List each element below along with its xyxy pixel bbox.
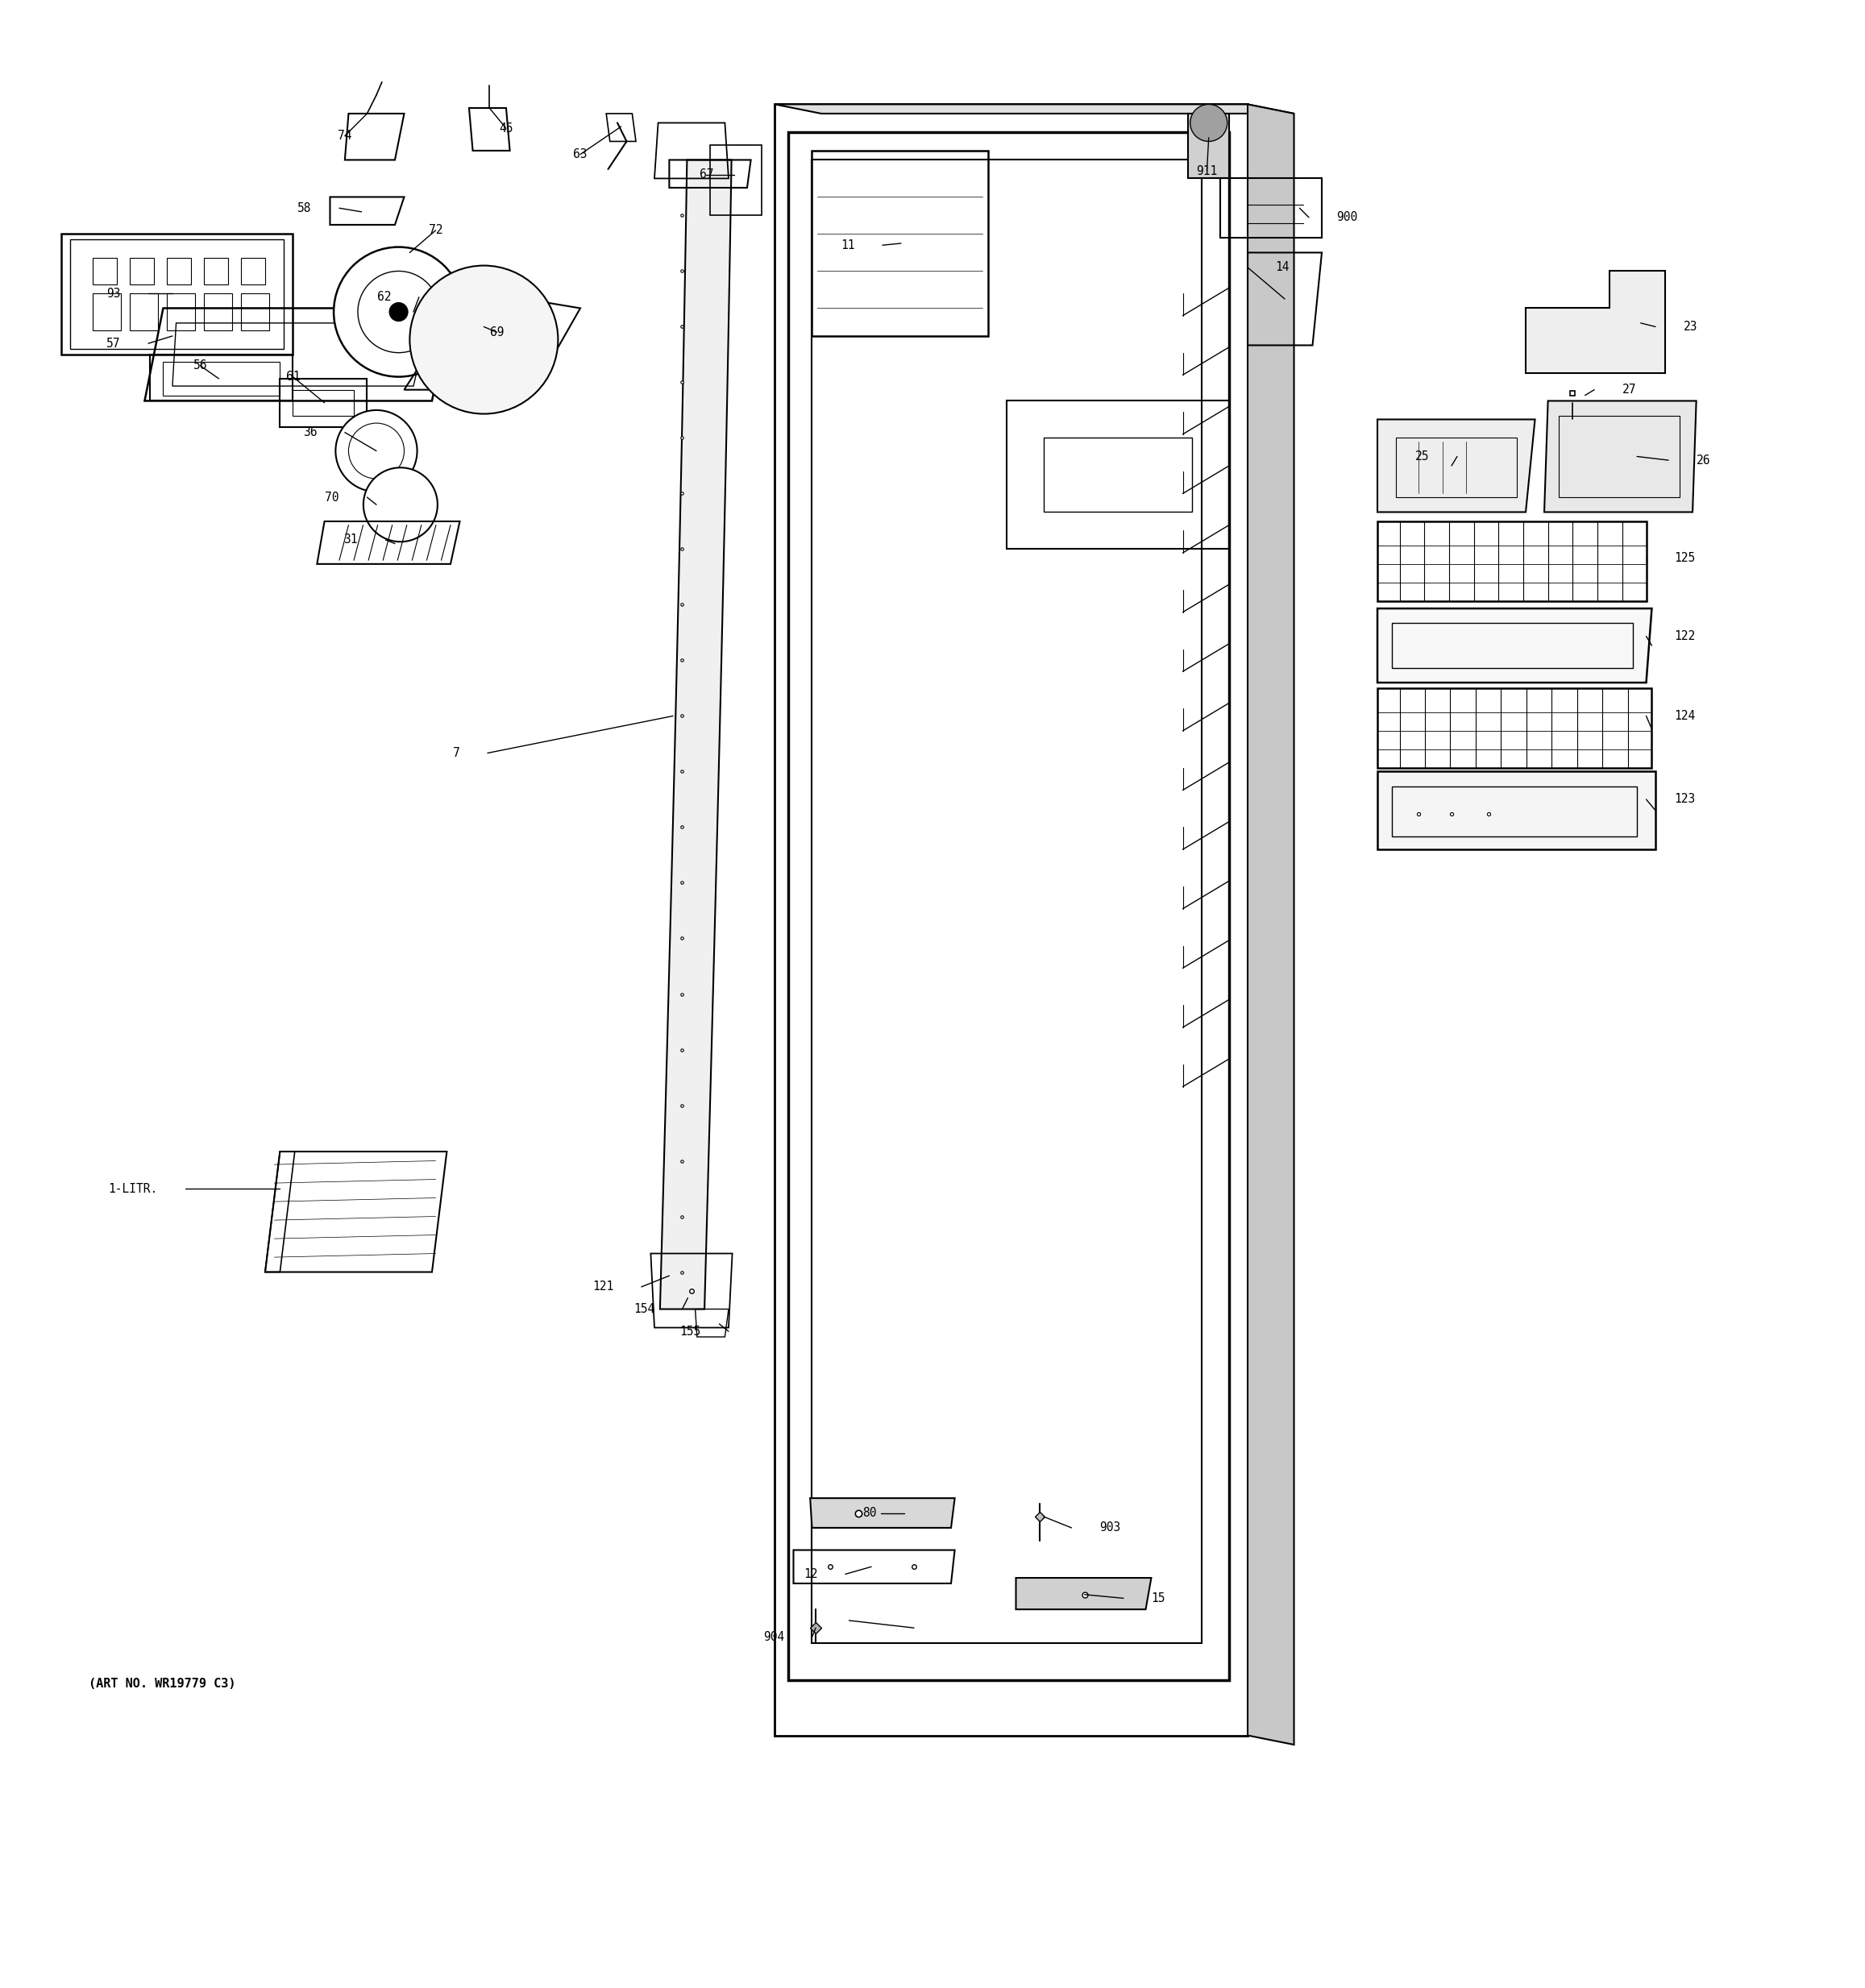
- Polygon shape: [1248, 103, 1294, 1745]
- Text: 74: 74: [338, 129, 352, 141]
- Bar: [166, 294, 194, 330]
- Text: 15: 15: [1151, 1592, 1166, 1604]
- Text: 121: 121: [593, 1280, 614, 1292]
- Text: 57: 57: [106, 338, 121, 350]
- Polygon shape: [660, 159, 731, 1308]
- Text: 12: 12: [804, 1569, 817, 1580]
- Text: 154: 154: [634, 1302, 655, 1316]
- Text: 31: 31: [343, 535, 358, 547]
- Text: 93: 93: [106, 288, 121, 300]
- Polygon shape: [1378, 419, 1535, 513]
- Polygon shape: [1544, 402, 1697, 513]
- Text: 23: 23: [1684, 320, 1697, 332]
- Text: 72: 72: [429, 225, 442, 237]
- Polygon shape: [1378, 771, 1656, 849]
- Bar: [93, 294, 121, 330]
- Polygon shape: [776, 103, 1294, 113]
- Circle shape: [1190, 103, 1227, 141]
- Circle shape: [349, 423, 405, 479]
- Text: 36: 36: [302, 425, 317, 439]
- Polygon shape: [1188, 113, 1229, 179]
- Text: 900: 900: [1337, 211, 1358, 223]
- Text: 58: 58: [297, 203, 311, 215]
- Text: 11: 11: [841, 239, 854, 250]
- Text: 80: 80: [863, 1507, 877, 1519]
- Text: 27: 27: [1623, 384, 1636, 396]
- Polygon shape: [1378, 608, 1652, 682]
- Text: 904: 904: [763, 1630, 783, 1644]
- Text: 62: 62: [377, 290, 392, 302]
- Text: 63: 63: [573, 149, 587, 161]
- Bar: [203, 258, 228, 284]
- Circle shape: [334, 247, 464, 378]
- Text: 45: 45: [500, 123, 513, 135]
- Circle shape: [358, 270, 440, 352]
- Bar: [131, 258, 155, 284]
- Text: 14: 14: [1276, 260, 1289, 274]
- Polygon shape: [809, 1499, 955, 1529]
- Bar: [241, 294, 269, 330]
- Text: 911: 911: [1195, 165, 1218, 177]
- Polygon shape: [1016, 1578, 1151, 1610]
- Bar: [241, 258, 265, 284]
- Text: (ART NO. WR19779 C3): (ART NO. WR19779 C3): [90, 1678, 237, 1690]
- Circle shape: [336, 410, 418, 491]
- Text: 122: 122: [1675, 630, 1695, 642]
- Text: 903: 903: [1098, 1521, 1121, 1535]
- Text: 124: 124: [1675, 710, 1695, 722]
- Bar: [166, 258, 190, 284]
- Circle shape: [410, 266, 558, 414]
- Bar: [131, 294, 159, 330]
- Text: 25: 25: [1416, 451, 1429, 463]
- Polygon shape: [1526, 270, 1665, 374]
- Bar: [203, 294, 231, 330]
- Text: 7: 7: [453, 747, 461, 759]
- Bar: [93, 258, 117, 284]
- Text: 67: 67: [699, 169, 714, 181]
- Circle shape: [364, 467, 438, 543]
- Text: 155: 155: [679, 1326, 701, 1338]
- Text: 26: 26: [1697, 453, 1710, 467]
- Text: 56: 56: [194, 360, 207, 372]
- Text: 69: 69: [490, 326, 504, 338]
- Text: 123: 123: [1675, 793, 1695, 805]
- Text: 61: 61: [285, 370, 300, 384]
- Text: 1-LITR.: 1-LITR.: [108, 1183, 159, 1195]
- Text: 125: 125: [1675, 553, 1695, 565]
- Circle shape: [390, 302, 408, 322]
- Text: 70: 70: [325, 491, 339, 503]
